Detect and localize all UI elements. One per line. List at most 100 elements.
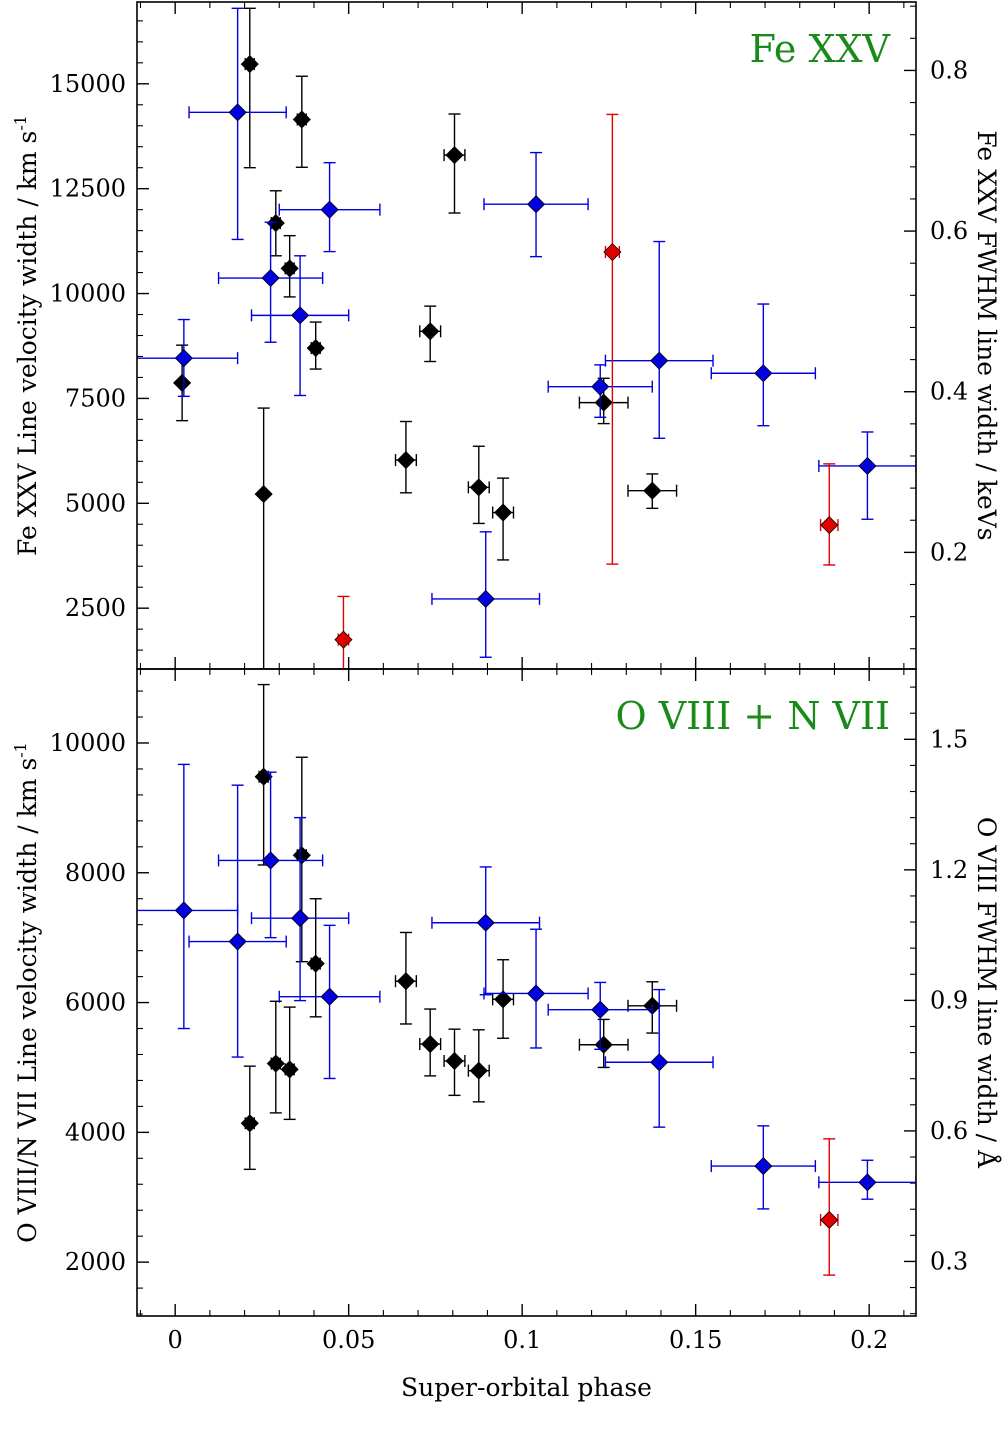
data-point-blue — [818, 431, 916, 520]
plot-frame-bottom — [136, 668, 917, 1317]
data-point-blue — [431, 531, 541, 658]
diamond-marker-blue — [174, 901, 193, 920]
data-point-blue — [278, 161, 381, 253]
y-right-axis-title: O VIII FWHM line width / Å — [972, 817, 1002, 1169]
data-point-black — [292, 756, 311, 963]
x-tick-label: 0 — [168, 1326, 183, 1354]
x-axis-title: Super-orbital phase — [401, 1373, 652, 1402]
data-point-blue — [188, 784, 287, 1058]
data-point-black — [240, 7, 259, 169]
data-point-black — [491, 477, 515, 561]
x-tick-label: 0.15 — [669, 1326, 722, 1354]
series-black — [240, 683, 678, 1171]
diamond-marker-black — [173, 373, 192, 392]
diamond-marker-blue — [291, 909, 310, 928]
data-point-black — [292, 75, 311, 168]
y-axis-title-main: Fe XXV Line velocity width / km s — [13, 131, 42, 556]
y-right-axis-title: Fe XXV FWHM line width / keVs — [972, 130, 1001, 540]
data-point-black — [173, 344, 192, 422]
data-point-black — [254, 683, 273, 866]
data-point-blue — [278, 924, 381, 1080]
data-point-black — [467, 1029, 490, 1103]
data-point-blue — [710, 1125, 817, 1210]
y-right-tick-label: 0.3 — [930, 1247, 968, 1275]
diamond-marker-red — [603, 242, 622, 262]
diamond-marker-blue — [754, 364, 773, 383]
diamond-marker-blue — [650, 1053, 669, 1072]
data-point-blue — [431, 866, 541, 996]
data-point-red — [334, 595, 353, 669]
data-point-black — [306, 898, 325, 1018]
diamond-marker-blue — [228, 103, 247, 122]
diamond-marker-black — [445, 1051, 464, 1071]
y-tick-label: 6000 — [65, 989, 126, 1017]
data-point-black — [443, 113, 466, 214]
diamond-marker-blue — [754, 1157, 773, 1176]
diamond-marker-blue — [320, 987, 339, 1006]
series-blue — [137, 763, 916, 1210]
diamond-marker-black — [594, 393, 613, 412]
y-right-tick-label: 0.8 — [930, 56, 968, 84]
y-tick-label: 10000 — [50, 280, 126, 308]
data-point-blue — [137, 763, 239, 1030]
y-axis-title-main: O VIII/N VII Line velocity width / km s — [13, 758, 42, 1243]
diamond-marker-red — [334, 630, 353, 649]
data-point-blue — [547, 364, 653, 419]
diamond-marker-black — [396, 972, 415, 991]
diamond-marker-blue — [261, 268, 280, 288]
data-point-black — [443, 1028, 466, 1097]
diamond-marker-blue — [261, 851, 280, 870]
y-axis-title-superscript: -1 — [11, 115, 30, 131]
diamond-marker-black — [280, 259, 299, 278]
diamond-marker-black — [594, 1035, 613, 1054]
y-tick-label: 15000 — [50, 70, 126, 98]
diamond-marker-black — [469, 478, 488, 497]
y-tick-label: 4000 — [65, 1118, 126, 1146]
panel-title: O VIII + N VII — [616, 694, 891, 738]
y-axis-title-superscript: -1 — [11, 742, 30, 758]
data-point-black — [419, 305, 442, 363]
data-point-red — [603, 113, 622, 565]
plot-frame-top — [136, 1, 917, 670]
data-point-black — [266, 1000, 285, 1114]
data-point-black — [578, 1018, 629, 1069]
diamond-marker-black — [469, 1061, 488, 1080]
data-point-black — [578, 377, 629, 425]
x-tick-label: 0.05 — [322, 1326, 375, 1354]
y-right-tick-label: 0.4 — [930, 378, 968, 406]
data-point-blue — [250, 816, 350, 1002]
data-point-blue — [604, 988, 714, 1128]
data-point-black — [419, 1008, 442, 1077]
y-tick-label: 7500 — [65, 384, 126, 412]
diamond-marker-blue — [291, 306, 310, 325]
diamond-marker-black — [266, 214, 285, 233]
diamond-marker-black — [421, 322, 440, 341]
data-point-black — [266, 190, 285, 257]
data-point-blue — [483, 151, 589, 258]
data-point-red — [819, 463, 839, 566]
data-point-black — [306, 321, 325, 370]
series-red — [819, 1138, 839, 1276]
data-point-black — [627, 473, 678, 510]
diamond-marker-black — [494, 990, 513, 1009]
diamond-marker-blue — [320, 200, 339, 219]
diamond-marker-blue — [526, 984, 546, 1003]
data-point-black — [467, 445, 490, 525]
diamond-marker-black — [292, 110, 311, 129]
y-right-tick-label: 0.6 — [930, 1117, 968, 1145]
y-tick-label: 12500 — [50, 175, 126, 203]
diamond-marker-red — [820, 516, 839, 535]
panel-top: 2500 5000 7500 10000 12500 15000 0.2 0.4 0.6 0.8 F… — [11, 1, 1001, 670]
diamond-marker-black — [306, 339, 325, 358]
diamond-marker-blue — [591, 1000, 610, 1019]
y-right-tick-label: 1.5 — [930, 725, 968, 753]
data-point-blue — [250, 255, 350, 397]
y-tick-label: 2000 — [65, 1248, 126, 1276]
diamond-marker-black — [306, 954, 325, 973]
data-layer-bottom — [137, 683, 916, 1276]
y-right-tick-label: 0.9 — [930, 986, 968, 1014]
data-point-red — [819, 1138, 839, 1276]
diamond-marker-blue — [476, 589, 495, 609]
